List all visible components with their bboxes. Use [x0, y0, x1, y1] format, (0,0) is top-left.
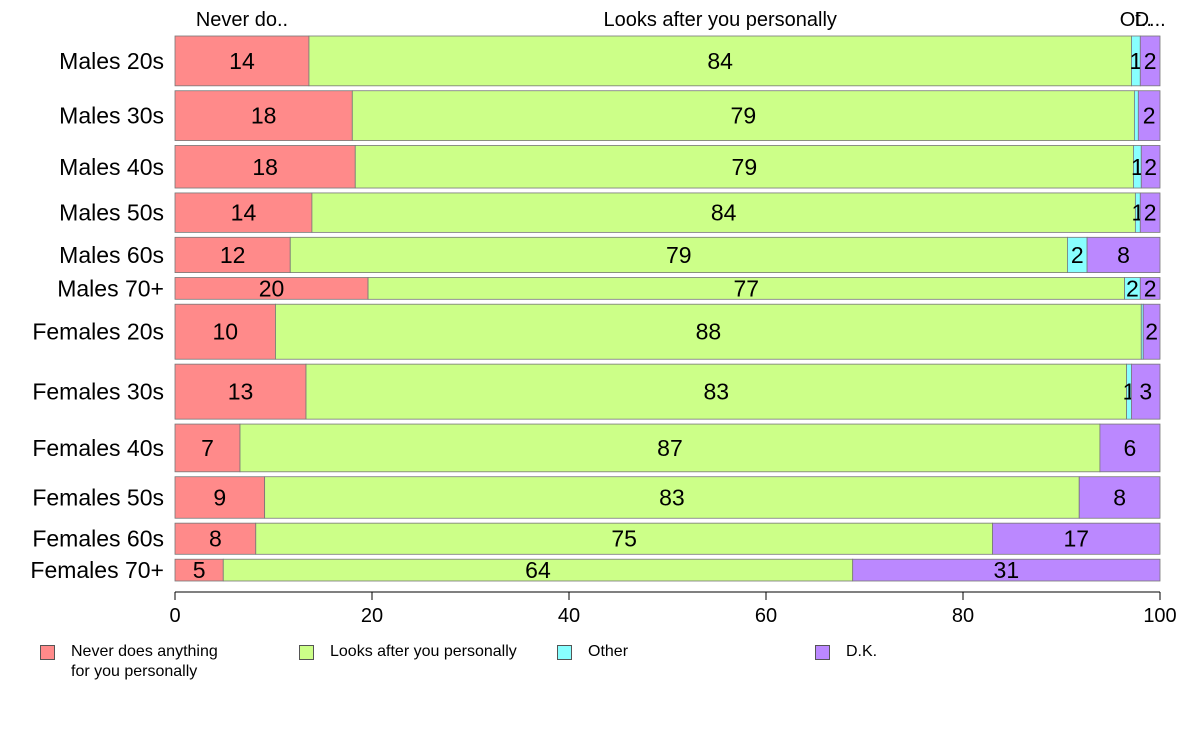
bar-segment	[1139, 35, 1161, 87]
bar-segment	[1133, 90, 1139, 141]
data-label: 5	[193, 557, 206, 583]
data-label: 84	[707, 48, 733, 74]
bar-segment	[239, 423, 1101, 473]
bar-segment	[174, 145, 356, 189]
bar-segment	[311, 192, 1136, 233]
data-label: 31	[994, 557, 1020, 583]
bar-segment	[1139, 277, 1161, 300]
bar-segment	[1086, 236, 1161, 273]
bar-segment	[308, 35, 1132, 87]
data-label: 7	[201, 435, 214, 461]
bar-segment	[1131, 363, 1161, 420]
data-label: 3	[1139, 379, 1152, 405]
data-label: 2	[1144, 200, 1157, 226]
data-label: 8	[1113, 484, 1126, 510]
category-label: Males 70+	[57, 275, 164, 301]
bar-segment	[174, 522, 257, 555]
data-label: 79	[731, 103, 757, 129]
data-label: 18	[252, 154, 278, 180]
data-label: 87	[657, 435, 683, 461]
bar-segment	[1140, 145, 1161, 189]
data-label: 13	[228, 379, 254, 405]
data-label: 8	[209, 526, 222, 552]
x-tick-label: 0	[169, 605, 180, 627]
bar-segment	[992, 522, 1161, 555]
bar-segment	[174, 423, 241, 473]
bar-segment	[354, 145, 1134, 189]
data-label: 9	[213, 484, 226, 510]
data-label: 2	[1144, 275, 1157, 301]
bar-segment	[305, 363, 1127, 420]
data-label: 64	[525, 557, 551, 583]
category-label: Males 50s	[59, 200, 164, 226]
bar-segment	[289, 236, 1068, 273]
data-label: 18	[251, 103, 277, 129]
category-label: Males 40s	[59, 154, 164, 180]
category-label: Females 70+	[30, 557, 164, 583]
bar-segment	[174, 476, 266, 519]
bar-segment	[1137, 90, 1161, 141]
category-label: Females 30s	[32, 379, 164, 405]
data-label: 79	[732, 154, 758, 180]
data-label: 1	[1129, 48, 1142, 74]
data-label: 14	[231, 200, 257, 226]
segment-header-label: D...	[1135, 9, 1166, 31]
bar-segment	[1139, 192, 1161, 233]
data-label: 1	[1131, 154, 1144, 180]
data-label: 84	[711, 200, 737, 226]
data-label: 17	[1063, 526, 1089, 552]
data-label: 2	[1144, 154, 1157, 180]
bar-segment	[174, 192, 313, 233]
x-tick-label: 80	[952, 605, 974, 627]
bar-segment	[255, 522, 993, 555]
data-label: 20	[259, 275, 285, 301]
data-label: 2	[1126, 275, 1139, 301]
data-label: 79	[666, 242, 692, 268]
segment-header-label: Ot..	[1120, 9, 1152, 31]
data-label: 6	[1124, 435, 1137, 461]
segment-header-label: Looks after you personally	[603, 9, 836, 31]
data-label: 83	[703, 379, 729, 405]
data-label: 2	[1145, 319, 1158, 345]
data-label: 8	[1117, 242, 1130, 268]
category-label: Females 40s	[32, 435, 164, 461]
data-label: 75	[611, 526, 637, 552]
data-label: 12	[220, 242, 246, 268]
category-label: Males 20s	[59, 48, 164, 74]
bar-segment	[174, 90, 353, 141]
data-label: 14	[229, 48, 255, 74]
bar-segment	[1142, 303, 1161, 360]
bar-segment	[174, 35, 310, 87]
bar-segment	[275, 303, 1142, 360]
category-label: Males 30s	[59, 103, 164, 129]
bar-segment	[174, 303, 276, 360]
bar-segment	[852, 558, 1161, 582]
category-label: Females 20s	[32, 319, 164, 345]
data-label: 10	[212, 319, 238, 345]
data-label: 83	[659, 484, 685, 510]
category-label: Males 60s	[59, 242, 164, 268]
x-tick-label: 40	[558, 605, 580, 627]
bar-segment	[1078, 476, 1161, 519]
data-label: 2	[1071, 242, 1084, 268]
category-label: Females 50s	[32, 484, 164, 510]
data-label: 2	[1143, 103, 1156, 129]
bar-segment	[264, 476, 1080, 519]
x-tick-label: 100	[1143, 605, 1176, 627]
segment-header-label: Never do..	[196, 9, 288, 31]
x-tick-label: 60	[755, 605, 777, 627]
bar-segment	[174, 363, 307, 420]
data-label: 77	[734, 275, 760, 301]
category-label: Females 60s	[32, 526, 164, 552]
data-label: 88	[696, 319, 722, 345]
data-label: 2	[1144, 48, 1157, 74]
bar-segment	[1099, 423, 1161, 473]
x-tick-label: 20	[361, 605, 383, 627]
